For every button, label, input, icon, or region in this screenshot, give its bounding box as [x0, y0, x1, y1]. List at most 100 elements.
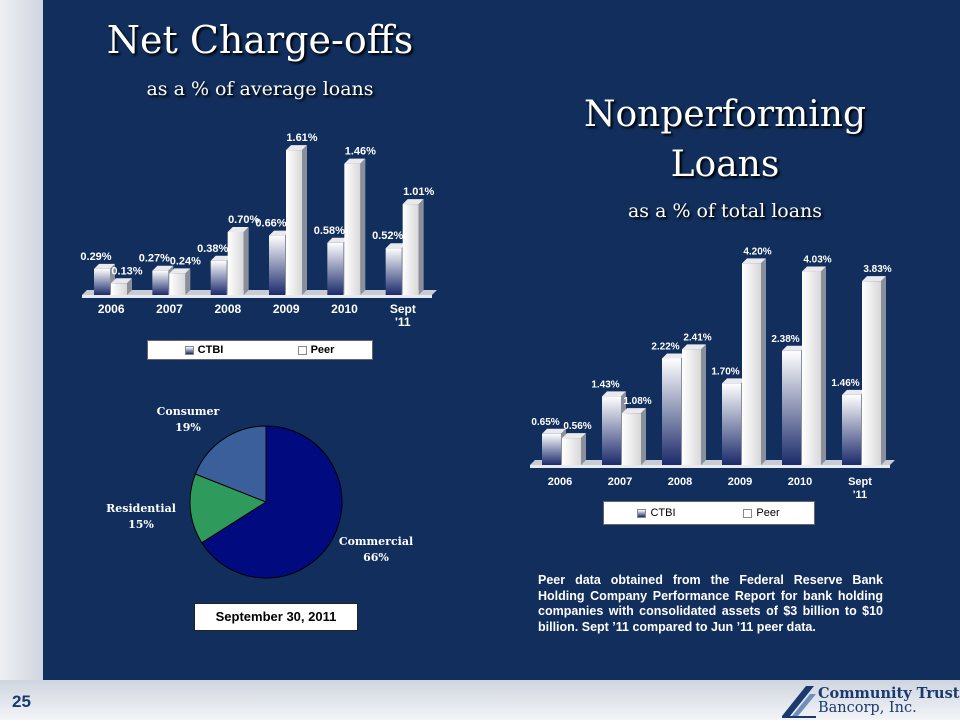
- data-label-ctbi: 0.66%: [255, 218, 286, 230]
- bar-ctbi: [602, 396, 621, 465]
- bar-ctbi: [542, 433, 561, 465]
- legend-item-peer: Peer: [260, 344, 372, 356]
- data-label-peer: 3.83%: [863, 264, 891, 275]
- bar-side-peer: [581, 433, 586, 465]
- bar-ctbi: [94, 268, 110, 295]
- bar-top-peer: [682, 344, 706, 350]
- x-tick-label: Sept: [848, 476, 872, 488]
- data-label-peer: 4.20%: [743, 246, 771, 257]
- legend-item-ctbi: CTBI: [604, 507, 709, 519]
- bar-peer: [862, 281, 881, 465]
- date-label-box: September 30, 2011: [194, 603, 358, 631]
- x-tick-label: '11: [395, 315, 411, 329]
- x-tick-label: 2010: [788, 476, 812, 488]
- logo-mark-icon: [782, 686, 816, 718]
- bar-side-peer: [302, 145, 307, 295]
- bar-side-peer: [243, 227, 249, 295]
- data-label-peer: 1.46%: [345, 146, 376, 158]
- nonperforming-subtitle: as a % of total loans: [627, 200, 823, 222]
- pie-value-consumer: 19%: [175, 421, 201, 434]
- data-label-ctbi: 0.52%: [372, 230, 403, 242]
- bar-peer: [169, 273, 186, 295]
- bar-side-peer: [360, 158, 366, 295]
- chargeoffs-title: Net Charge-offs: [106, 18, 414, 62]
- bar-top-peer: [862, 276, 886, 282]
- bar-top-peer: [344, 158, 366, 164]
- bar-side-peer: [761, 258, 766, 465]
- data-label-peer: 1.61%: [286, 132, 317, 144]
- x-tick-label: 2009: [728, 476, 752, 488]
- bar-ctbi: [152, 270, 169, 295]
- bar-top-ctbi: [782, 345, 806, 351]
- x-tick-label: '11: [853, 489, 867, 501]
- x-tick-label: 2009: [273, 302, 300, 316]
- x-tick-label: 2006: [98, 302, 125, 316]
- bar-top-ctbi: [662, 353, 686, 359]
- nonperforming-title-line-1: Nonperforming: [583, 94, 866, 135]
- chart-floor-edge: [82, 295, 432, 298]
- data-label-ctbi: 1.70%: [711, 366, 739, 377]
- nonperforming-title-line-2: Loans: [670, 144, 780, 185]
- bar-peer: [286, 150, 302, 295]
- bar-top-peer: [227, 227, 249, 232]
- logo-name-text: Community Trust: [818, 684, 960, 702]
- data-label-ctbi: 0.65%: [531, 417, 559, 428]
- data-label-peer: 1.01%: [403, 186, 434, 198]
- legend-label-ctbi: CTBI: [650, 507, 676, 519]
- chargeoffs-subtitle: as a % of average loans: [146, 78, 374, 100]
- pie-label-commercial: Commercial: [339, 535, 413, 548]
- bar-top-peer: [286, 145, 307, 151]
- x-tick-label: 2007: [608, 476, 632, 488]
- x-tick-label: 2007: [156, 302, 183, 316]
- bar-side-peer: [127, 278, 132, 295]
- bar-top-ctbi: [722, 378, 746, 384]
- bar-ctbi: [662, 358, 681, 465]
- legend-swatch-ctbi: [637, 508, 647, 518]
- data-label-peer: 0.56%: [563, 421, 591, 432]
- bar-peer: [562, 438, 581, 465]
- page-number: 25: [12, 692, 31, 711]
- bar-peer: [344, 163, 361, 295]
- x-tick-label: 2008: [214, 302, 241, 316]
- bar-top-ctbi: [842, 389, 866, 395]
- bar-ctbi: [327, 242, 344, 295]
- bar-top-peer: [111, 278, 132, 284]
- left-border: [0, 0, 43, 680]
- bar-top-peer: [169, 268, 191, 274]
- chargeoffs-legend: CTBI Peer: [147, 340, 373, 360]
- data-label-peer: 0.13%: [111, 265, 142, 277]
- bar-ctbi: [722, 383, 741, 465]
- bar-side-peer: [701, 344, 706, 465]
- bar-peer: [682, 349, 701, 465]
- bar-top-ctbi: [542, 428, 566, 434]
- x-tick-label: 2006: [548, 476, 572, 488]
- bar-top-ctbi: [210, 255, 232, 261]
- data-label-ctbi: 0.58%: [314, 225, 345, 237]
- bar-peer: [402, 204, 419, 295]
- bar-peer: [622, 413, 641, 465]
- bar-top-peer: [742, 258, 766, 264]
- bar-top-ctbi: [152, 265, 174, 271]
- bar-top-peer: [802, 266, 826, 272]
- pie-slice-residential: [189, 473, 268, 544]
- data-label-ctbi: 0.38%: [197, 243, 228, 255]
- data-label-peer: 4.03%: [803, 255, 831, 266]
- x-tick-label: 2008: [668, 476, 692, 488]
- legend-swatch-ctbi: [184, 345, 194, 355]
- bar-top-ctbi: [94, 263, 115, 269]
- bar-top-ctbi: [269, 230, 290, 236]
- data-label-ctbi: 1.43%: [591, 379, 619, 390]
- bar-top-peer: [622, 408, 646, 414]
- x-tick-label: Sept: [390, 302, 416, 316]
- bar-ctbi: [782, 350, 801, 465]
- data-label-ctbi: 2.38%: [771, 334, 799, 345]
- data-label-ctbi: 0.27%: [139, 253, 170, 265]
- data-label-peer: 2.41%: [683, 332, 711, 343]
- peer-data-note: Peer data obtained from the Federal Rese…: [538, 573, 883, 634]
- bar-top-peer: [562, 433, 586, 439]
- bar-side-peer: [821, 266, 826, 465]
- bar-peer: [111, 283, 127, 295]
- bar-ctbi: [385, 248, 402, 295]
- bar-ctbi: [269, 235, 285, 295]
- legend-label-peer: Peer: [756, 507, 780, 519]
